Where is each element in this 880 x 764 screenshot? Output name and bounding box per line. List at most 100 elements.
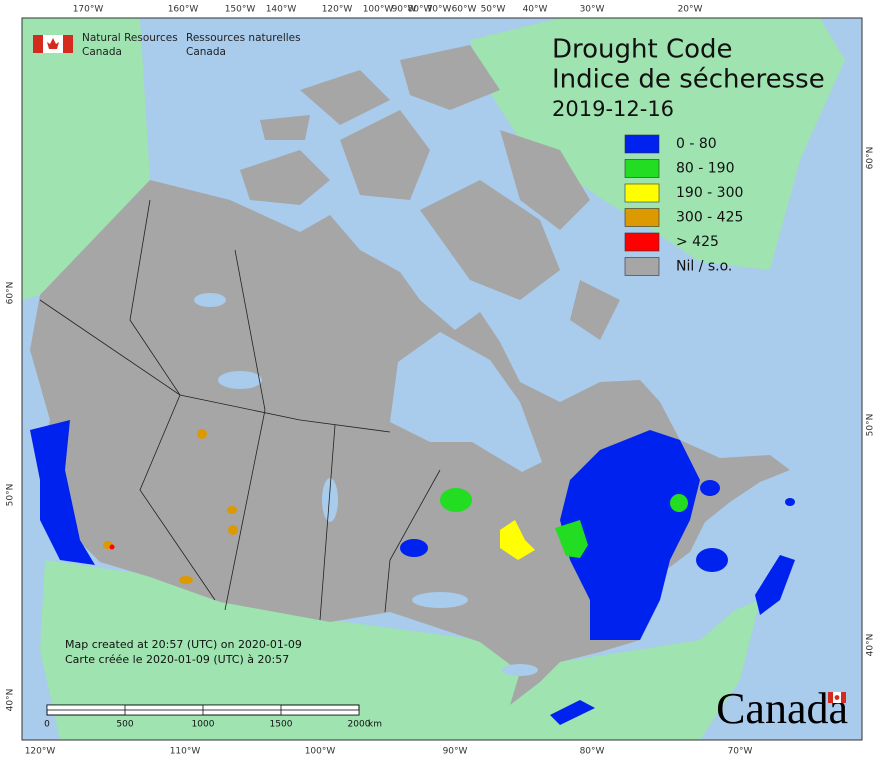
legend-swatch: [624, 208, 660, 227]
scale-label: 500: [116, 720, 133, 730]
title-fr: Indice de sécheresse: [552, 65, 825, 95]
graticule-labels: 170°W 160°W 150°W 140°W 120°W 100°W90°W80°W70…: [6, 5, 876, 757]
legend-label: > 425: [676, 234, 719, 250]
boundary: [39, 299, 391, 433]
graticule-label-bottom: 120°W: [25, 747, 56, 757]
lake: [412, 592, 468, 608]
legend-label: 300 - 425: [676, 210, 743, 226]
graticule-label-top: 160°W: [168, 5, 199, 15]
area-0-80: [755, 555, 795, 615]
graticule-label-right: 40°N: [866, 634, 876, 657]
lake: [322, 478, 338, 522]
area-80-190: [670, 494, 688, 512]
boundary: [224, 409, 266, 611]
island: [400, 45, 500, 110]
boundary: [384, 469, 441, 613]
agency-fr: Canada: [186, 46, 226, 58]
graticule-label-top: 40°W: [523, 5, 548, 15]
title-date: 2019-12-16: [552, 97, 674, 121]
flag-bar: [841, 692, 846, 703]
area-190-300: [500, 520, 535, 560]
footnote: Carte créée le 2020-01-09 (UTC) à 20:57: [65, 653, 289, 666]
graticule-label-top: 70°W: [427, 5, 452, 15]
legend-swatch: [624, 232, 660, 252]
map-frame: [21, 17, 863, 741]
area-0-80: [696, 548, 728, 572]
scale-label: 1500: [270, 720, 293, 730]
graticule-label-top: 20°W: [678, 5, 703, 15]
scale-label: 0: [44, 720, 50, 730]
canada-wordmark: Canada: [716, 684, 848, 733]
legend-label: 0 - 80: [676, 136, 717, 152]
boundary: [139, 394, 216, 601]
graticule-label-top: 170°W: [73, 5, 104, 15]
title-en: Drought Code: [552, 35, 733, 65]
agency-en: Canada: [82, 46, 122, 58]
agency-signature: Natural Resources Canada Ressources natu…: [33, 32, 301, 58]
graticule-label-top: 60°W: [452, 5, 477, 15]
area-80-190: [555, 520, 588, 558]
area-300-425: [228, 525, 238, 535]
flag-bar: [33, 35, 43, 53]
scale-unit: km: [368, 720, 382, 730]
wordmark-flag: [828, 692, 846, 703]
agency-en: Natural Resources: [82, 32, 178, 44]
graticule-label-top: 150°W: [225, 5, 256, 15]
legend-swatch: [624, 159, 660, 178]
legend: 0 - 80 80 - 190 190 - 300 300 - 425 > 425 Nil…: [624, 134, 743, 276]
island: [300, 70, 390, 125]
graticule-label-bottom: 80°W: [580, 747, 605, 757]
area-80-190: [440, 488, 472, 512]
area-300-425: [197, 429, 207, 439]
graticule-label-right: 50°N: [866, 414, 876, 437]
legend-swatch: [624, 134, 660, 154]
area-gt-425: [109, 544, 115, 550]
island: [570, 280, 620, 340]
scale-segment: [202, 704, 282, 711]
island: [500, 130, 590, 230]
lake: [502, 664, 538, 676]
island: [420, 180, 560, 300]
area-0-80: [550, 700, 595, 725]
agency-fr: Ressources naturelles: [186, 32, 301, 44]
area-300-425: [227, 506, 237, 514]
area-0-80: [400, 539, 428, 557]
graticule-label-bottom: 70°W: [728, 747, 753, 757]
flag-leaf: [47, 38, 59, 49]
drought-areas: [30, 420, 795, 725]
graticule-label-top: 90°W: [392, 5, 417, 15]
scale-segment: [124, 709, 204, 716]
graticule-label-left: 40°N: [6, 689, 16, 712]
area-0-80: [785, 498, 795, 506]
graticule-label-left: 60°N: [6, 282, 16, 305]
legend-label: 190 - 300: [676, 185, 743, 201]
scale-segment: [46, 704, 126, 711]
island: [260, 115, 310, 140]
scale-label: 2000: [348, 720, 371, 730]
island: [240, 150, 330, 205]
arctic-islands: [240, 45, 620, 340]
lakes: [194, 293, 538, 676]
legend-label: Nil / s.o.: [676, 259, 732, 275]
graticule-label-right: 60°N: [866, 147, 876, 170]
flag-leaf: [834, 695, 840, 700]
scale-segment: [280, 709, 360, 716]
boundary: [319, 424, 336, 621]
graticule-label-left: 50°N: [6, 484, 16, 507]
land-alaska: [22, 18, 150, 300]
graticule-label-top: 140°W: [266, 5, 297, 15]
area-0-80: [560, 430, 700, 640]
flag-bar: [828, 692, 833, 703]
scale-label: 1000: [192, 720, 215, 730]
land-usa: [40, 560, 760, 740]
area-300-425: [179, 576, 193, 584]
province-boundaries: [39, 199, 441, 621]
boundary: [129, 199, 181, 396]
graticule-label-top: 30°W: [580, 5, 605, 15]
graticule-label-top: 100°W: [363, 5, 394, 15]
area-0-80: [30, 420, 95, 565]
graticule-label-bottom: 100°W: [305, 747, 336, 757]
graticule-label-top: 120°W: [322, 5, 353, 15]
